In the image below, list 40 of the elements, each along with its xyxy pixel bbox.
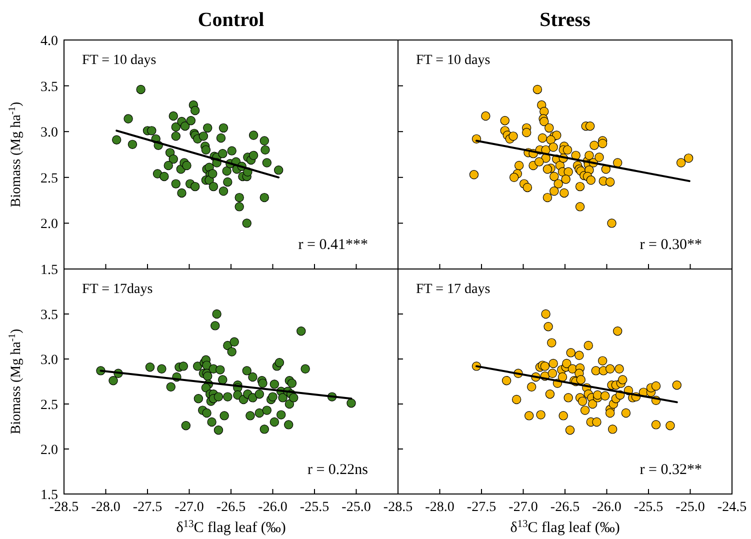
annotation: FT = 17days [82,282,153,297]
y-tick-label: 2.5 [40,171,58,186]
x-tick-label: -26.0 [592,500,622,515]
y-tick-label: 2.5 [40,398,58,413]
x-tick-label: -27.0 [508,500,538,515]
chart-title: Control [198,9,265,31]
y-tick-label: 3.0 [40,126,58,141]
y-tick-label: 4.0 [40,34,58,49]
x-tick-label: -26.0 [258,500,288,515]
y-tick-label: 3.5 [40,80,58,95]
x-tick-label: -24.5 [717,500,747,515]
annotation: r = 0.32** [640,462,702,478]
y-tick-label: 2.0 [40,217,58,232]
annotation: r = 0.30** [640,237,702,253]
annotation: r = 0.22ns [307,462,368,478]
x-tick-label: -27.0 [174,500,204,515]
annotation: FT = 10 days [82,53,156,68]
annotation: FT = 17 days [416,282,490,297]
y-tick-label: 1.5 [40,488,58,503]
x-axis-title: δ$^{13}$C flag leaf (‰) [176,518,286,536]
x-tick-label: -27.5 [132,500,162,515]
annotation: r = 0.41*** [298,237,368,253]
annotation: FT = 10 days [416,53,490,68]
x-tick-label: -28.0 [425,500,454,515]
x-tick-label: -25.5 [634,500,664,515]
x-tick-label: -27.5 [466,500,496,515]
x-tick-label: -26.5 [216,500,246,515]
x-axis-title: δ$^{13}$C flag leaf (‰) [510,518,620,536]
x-tick-label: -28.0 [91,500,120,515]
y-tick-label: 3.0 [40,353,58,368]
chart-title: Stress [540,9,591,31]
x-tick-label: -25.0 [676,500,705,515]
y-tick-label: 2.0 [40,443,58,458]
y-tick-label: 1.5 [40,263,58,278]
y-tick-label: 3.5 [40,308,58,323]
x-tick-label: -26.5 [550,500,580,515]
x-tick-label: -25.5 [300,500,330,515]
x-tick-label: -28.5 [383,500,413,515]
x-tick-label: -28.5 [49,500,79,515]
x-tick-label: -25.0 [342,500,371,515]
